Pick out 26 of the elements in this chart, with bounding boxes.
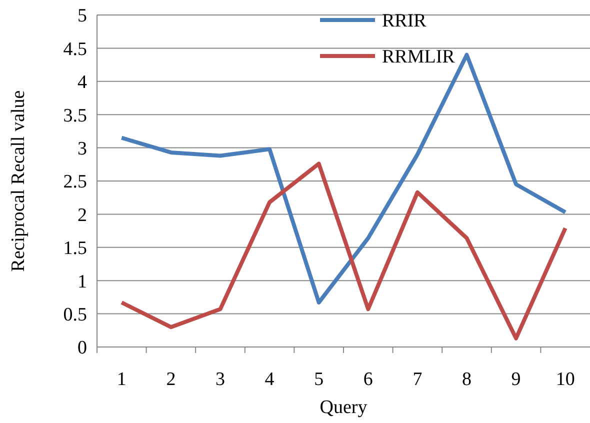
y-tick-label: 2	[78, 204, 87, 226]
x-tick-label: 5	[314, 369, 324, 390]
x-tick-label: 9	[511, 369, 521, 390]
y-tick-label: 1.5	[63, 238, 87, 260]
x-axis-title: Query	[320, 397, 368, 418]
x-tick-label: 4	[264, 369, 275, 390]
y-tick-label: 5	[78, 6, 87, 27]
legend-label: RRMLIR	[382, 46, 456, 68]
y-axis-title: Reciprocal Recall value	[8, 90, 29, 272]
y-tick-label: 4.5	[63, 38, 87, 60]
x-tick-label: 6	[363, 369, 373, 390]
x-tick-label: 7	[412, 369, 422, 390]
x-tick-label: 3	[216, 369, 225, 390]
x-tick-label: 2	[166, 369, 176, 390]
y-tick-label: 0	[78, 338, 87, 359]
y-tick-label: 0.5	[63, 304, 87, 326]
x-tick-label: 1	[116, 369, 126, 390]
x-tick-label: 10	[556, 369, 575, 390]
y-tick-label: 3.5	[63, 105, 87, 126]
x-tick-label: 8	[462, 369, 472, 390]
y-tick-label: 2.5	[63, 172, 87, 193]
y-tick-label: 3	[78, 138, 87, 160]
legend-label: RRIR	[382, 10, 427, 32]
y-tick-label: 1	[78, 271, 87, 292]
y-tick-label: 4	[78, 72, 88, 94]
line-series	[120, 162, 568, 340]
